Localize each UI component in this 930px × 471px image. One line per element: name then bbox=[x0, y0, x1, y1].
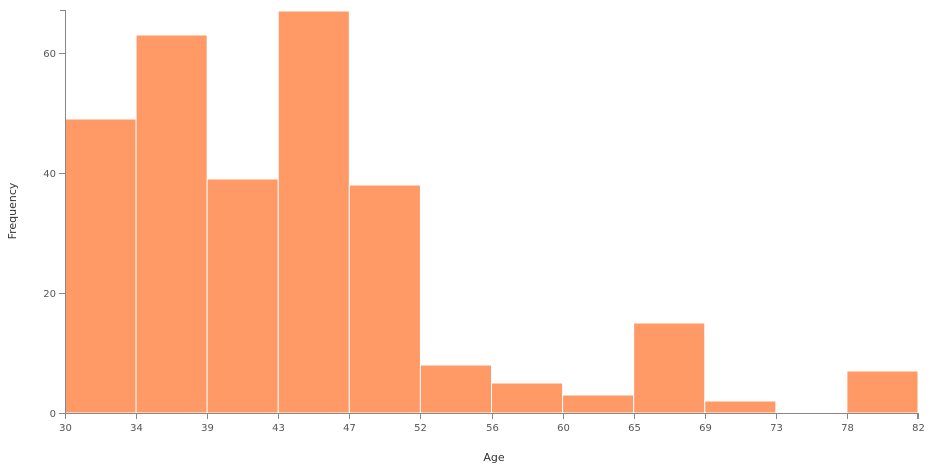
x-tick-label: 47 bbox=[343, 423, 356, 434]
x-tick-label: 30 bbox=[59, 423, 72, 434]
x-tick-label: 60 bbox=[557, 423, 570, 434]
y-tick-label: 0 bbox=[50, 409, 56, 420]
histogram-bar bbox=[348, 184, 421, 414]
histogram-bar bbox=[419, 364, 492, 414]
histogram-bar bbox=[206, 178, 279, 414]
x-tick-label: 56 bbox=[486, 423, 499, 434]
bars-group bbox=[64, 10, 919, 414]
x-tick-label: 34 bbox=[130, 423, 143, 434]
histogram-bar bbox=[491, 382, 564, 414]
histogram-bar bbox=[633, 322, 706, 414]
histogram-bar bbox=[135, 34, 208, 414]
histogram-bar bbox=[64, 118, 137, 414]
x-tick-label: 43 bbox=[272, 423, 285, 434]
x-tick-label: 82 bbox=[912, 423, 925, 434]
histogram-bar bbox=[562, 394, 635, 414]
x-axis-title: Age bbox=[483, 451, 505, 464]
y-axis-ticks: 0 20 40 60 bbox=[43, 49, 65, 420]
histogram-bar bbox=[846, 370, 919, 414]
y-axis-title: Frequency bbox=[6, 182, 19, 239]
histogram-bar bbox=[704, 400, 777, 414]
y-tick-label: 40 bbox=[43, 169, 56, 180]
x-tick-label: 52 bbox=[414, 423, 427, 434]
x-tick-label: 39 bbox=[201, 423, 214, 434]
y-tick-label: 20 bbox=[43, 289, 56, 300]
y-tick-label: 60 bbox=[43, 49, 56, 60]
x-tick-label: 65 bbox=[628, 423, 641, 434]
x-tick-label: 78 bbox=[841, 423, 854, 434]
x-tick-label: 69 bbox=[699, 423, 712, 434]
x-axis-ticks: 30 34 39 43 47 52 56 60 65 69 73 78 82 bbox=[59, 413, 925, 434]
x-tick-label: 73 bbox=[770, 423, 783, 434]
histogram-bar bbox=[277, 10, 350, 414]
